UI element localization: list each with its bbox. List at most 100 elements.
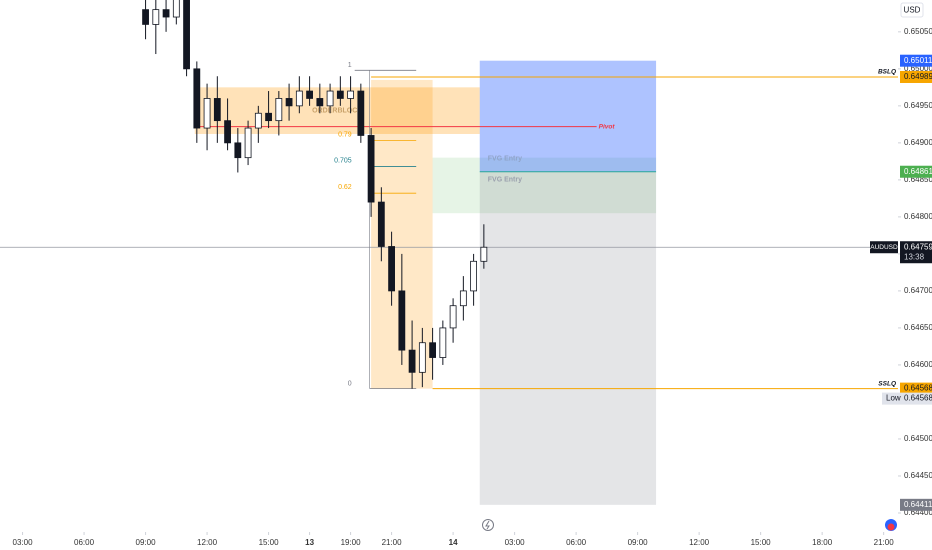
candle-body [316,98,324,107]
level-label: SSLQ [878,380,896,387]
candle-body [459,290,467,307]
y-tick-label: 0.65000 [904,64,932,73]
candle-body [357,90,365,136]
price-marker [900,498,932,511]
plot-area: ORDERBLOCK FVG Entry FVG Entry BSLQ Pivot SSL… [0,0,898,505]
price-marker [900,54,932,67]
price-marker [900,165,932,178]
zone-label: FVG Entry [488,177,522,184]
x-tick-label: 09:00 [136,538,157,547]
candle-body [152,9,160,25]
candle-body [408,349,416,373]
y-tick-label: 0.64900 [904,138,932,147]
candle-body [388,246,395,292]
y-tick-label: 0.64850 [904,175,932,184]
candle-body [254,112,262,129]
symbol-tag-box [870,241,898,254]
zone [432,157,657,214]
icon-circle [482,519,494,531]
candle-body [347,90,354,99]
candle-body [336,90,344,99]
candle-body [183,0,190,70]
fib-label: 1 [348,62,352,69]
price-marker-label: 0.64568 [904,394,932,403]
candle-body [203,98,211,129]
level-label: Pivot [599,123,616,130]
currency-box[interactable] [900,2,924,18]
x-tick-label: 13 [305,538,314,547]
x-tick-label: 15:00 [259,538,280,547]
candle-body [213,98,221,122]
x-tick-label: 18:00 [812,538,833,547]
x-tick-label: 19:00 [341,538,362,547]
candle-body [449,305,457,329]
symbol-tag: AUDUSD [870,244,898,251]
level-label: BSLQ [878,69,896,76]
price-marker [882,392,932,405]
candle-body [398,290,406,351]
y-tick-label: 0.64950 [904,101,932,110]
zone-label: FVG Entry [488,156,522,163]
y-tick-label: 0.64400 [904,508,932,517]
candle-body [193,68,201,129]
x-tick-label: 12:00 [689,538,710,547]
candle-body [439,327,447,358]
x-tick-label: 21:00 [382,538,403,547]
candle-body [172,0,180,18]
candle-body [285,98,293,107]
candle-body [367,135,375,203]
candle-body [377,201,385,247]
zone-label: ORDERBLOCK [312,108,362,115]
candle-body [295,90,303,107]
candle-body [244,127,252,159]
logo[interactable] [885,519,897,531]
logo-dot [887,523,895,531]
replay-icon[interactable] [482,519,494,531]
price-marker-label: 0.64861 [904,167,932,176]
x-tick-label: 14 [449,538,458,547]
icon-bolt [485,520,490,530]
fib-label: 0 [348,380,352,387]
y-tick-label: 0.64450 [904,471,932,480]
candle-body [265,112,272,122]
x-tick-label: 09:00 [628,538,649,547]
y-tick-label: 0.64800 [904,212,932,221]
zone [479,60,657,172]
y-tick-label: 0.64700 [904,286,932,295]
price-marker-label: 0.65011 [904,56,932,65]
last-price-label: 0.64759 [904,242,932,251]
zone [479,171,657,505]
axis-layer: 0.650500.650000.649500.649000.648500.648… [13,27,932,547]
fib-label: 0.62 [338,184,352,191]
candle-body [418,342,426,373]
price-marker [900,382,932,395]
x-tick-label: 21:00 [874,538,895,547]
candle-body [275,98,283,122]
y-tick-label: 0.64500 [904,434,932,443]
candle-body [326,90,334,107]
price-marker-label: 0.64568 [904,384,932,393]
price-axis [898,0,932,550]
candle-body [306,90,313,99]
y-tick-label: 0.65050 [904,27,932,36]
last-price-marker [900,241,932,264]
x-tick-label: 03:00 [13,538,34,547]
candle-body [429,342,436,358]
candle-body [142,9,149,25]
candle-body [162,9,170,18]
price-marker-label: 0.64989 [904,72,932,81]
y-tick-label: 0.64600 [904,360,932,369]
candle-body [234,142,242,159]
x-tick-label: 06:00 [74,538,95,547]
fib-label: 0.79 [338,131,352,138]
currency: USD [904,6,921,15]
candle-body [224,120,231,144]
price-marker-tag: Low [886,394,901,403]
x-tick-label: 15:00 [751,538,772,547]
candle-body [480,246,488,262]
y-tick-label: 0.64650 [904,323,932,332]
countdown: 13:38 [904,252,925,261]
x-tick-label: 12:00 [197,538,218,547]
